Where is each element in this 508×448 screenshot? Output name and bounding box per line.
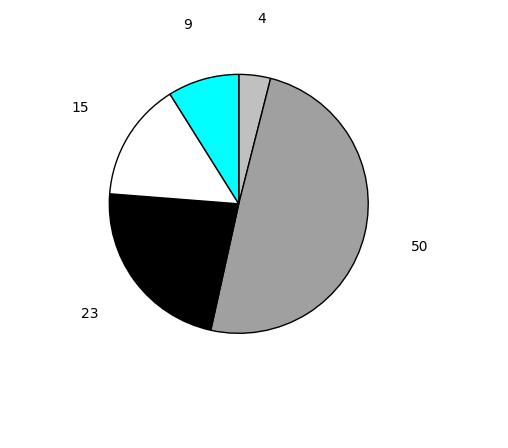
Wedge shape (170, 74, 239, 204)
Wedge shape (211, 78, 368, 333)
Text: 15: 15 (71, 101, 88, 115)
Text: 50: 50 (411, 240, 428, 254)
Wedge shape (239, 74, 271, 204)
Wedge shape (110, 94, 239, 204)
Text: 23: 23 (81, 307, 98, 322)
Wedge shape (109, 194, 239, 330)
Text: 9: 9 (183, 18, 192, 32)
Text: 4: 4 (258, 13, 266, 26)
